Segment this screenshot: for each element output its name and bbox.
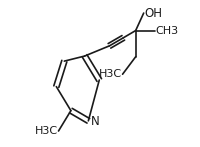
Text: OH: OH (144, 7, 162, 20)
Text: N: N (91, 115, 99, 128)
Text: CH3: CH3 (156, 26, 179, 36)
Text: H3C: H3C (35, 126, 58, 136)
Text: H3C: H3C (99, 69, 122, 79)
